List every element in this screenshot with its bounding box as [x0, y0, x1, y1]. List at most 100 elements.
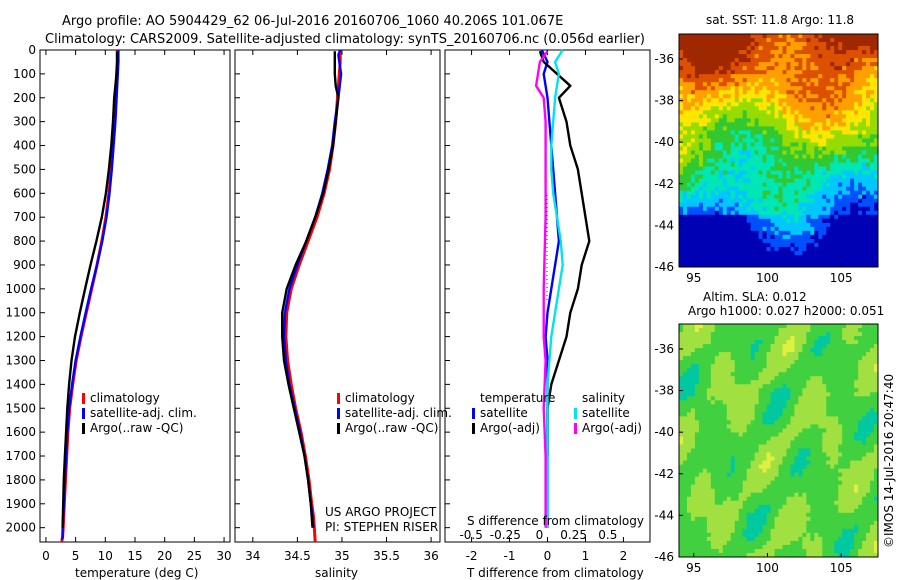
map-cell: [710, 420, 716, 425]
map-cell: [842, 46, 847, 51]
map-cell: [702, 408, 708, 413]
map-cell: [702, 102, 708, 107]
map-cell: [826, 50, 831, 55]
map-y-tick-label: -36: [654, 52, 674, 66]
map-cell: [762, 222, 767, 228]
map-cell: [738, 46, 744, 51]
map-cell: [714, 452, 720, 457]
map-cell: [866, 82, 871, 87]
map-cell: [842, 174, 847, 180]
map-cell: [846, 254, 851, 260]
map-cell: [818, 190, 823, 196]
map-cell: [766, 218, 771, 224]
map-cell: [834, 246, 839, 252]
map-cell: [750, 400, 756, 405]
map-cell: [758, 154, 763, 159]
map-cell: [794, 78, 799, 83]
map-cell: [774, 254, 779, 260]
map-cell: [726, 468, 732, 474]
map-cell: [702, 392, 708, 397]
map-cell: [850, 234, 855, 240]
map-cell: [710, 448, 716, 453]
map-cell: [866, 238, 871, 244]
map-cell: [770, 206, 775, 212]
temperature-xlabel: temperature (deg C): [75, 566, 198, 580]
map-cell: [818, 206, 823, 212]
map-cell: [826, 166, 831, 171]
map-cell: [742, 400, 748, 405]
map-cell: [858, 258, 863, 264]
map-cell: [710, 396, 716, 401]
map-cell: [862, 456, 867, 461]
map-cell: [870, 262, 875, 268]
map-cell: [866, 396, 871, 401]
map-cell: [774, 66, 779, 71]
map-cell: [714, 74, 720, 79]
map-cell: [730, 218, 736, 224]
map-cell: [706, 258, 712, 264]
map-cell: [810, 234, 815, 240]
map-cell: [778, 396, 783, 401]
map-cell: [874, 50, 879, 55]
map-cell: [790, 404, 795, 409]
map-cell: [770, 182, 775, 188]
map-cell: [730, 34, 736, 39]
map-cell: [710, 222, 716, 228]
map-cell: [806, 356, 811, 361]
map-cell: [802, 174, 807, 180]
map-cell: [802, 444, 807, 449]
temperature-x-tick-label: 15: [127, 549, 142, 563]
map-cell: [710, 436, 716, 441]
map-cell: [750, 126, 756, 131]
map-cell: [798, 440, 803, 445]
map-cell: [714, 54, 720, 59]
depth-tick-label: 2000: [5, 521, 36, 535]
map-cell: [818, 210, 823, 216]
map-cell: [798, 336, 803, 341]
map-cell: [790, 194, 795, 200]
map-cell: [790, 392, 795, 397]
map-cell: [718, 34, 724, 39]
map-cell: [770, 50, 775, 55]
map-cell: [774, 46, 779, 51]
map-cell: [834, 416, 839, 421]
map-cell: [850, 122, 855, 127]
depth-tick-label: 1500: [5, 401, 36, 415]
map-cell: [754, 332, 759, 337]
map-cell: [750, 384, 756, 389]
map-cell: [746, 166, 752, 171]
map-cell: [826, 110, 831, 115]
map-cell: [750, 138, 756, 143]
map-cell: [826, 138, 831, 143]
map-cell: [810, 404, 815, 409]
map-cell: [698, 440, 704, 445]
map-cell: [774, 90, 779, 95]
map-cell: [782, 408, 787, 413]
map-cell: [806, 242, 811, 248]
map-cell: [754, 118, 759, 123]
map-cell: [814, 404, 819, 409]
map-cell: [746, 392, 752, 397]
map-cell: [770, 436, 775, 441]
map-cell: [790, 162, 795, 167]
map-cell: [786, 206, 791, 212]
map-cell: [862, 126, 867, 131]
map-cell: [774, 162, 779, 167]
map-cell: [786, 352, 791, 357]
map-cell: [846, 348, 851, 353]
map-cell: [854, 368, 859, 373]
map-cell: [702, 436, 708, 441]
map-cell: [702, 384, 708, 389]
map-cell: [698, 46, 704, 51]
map-cell: [782, 372, 787, 377]
map-cell: [810, 254, 815, 260]
map-cell: [782, 448, 787, 453]
map-cell: [714, 178, 720, 184]
map-cell: [770, 82, 775, 87]
depth-tick-label: 500: [13, 162, 36, 176]
map-cell: [734, 102, 740, 107]
map-cell: [806, 380, 811, 385]
map-cell: [862, 360, 867, 365]
map-cell: [842, 364, 847, 369]
map-cell: [774, 106, 779, 111]
